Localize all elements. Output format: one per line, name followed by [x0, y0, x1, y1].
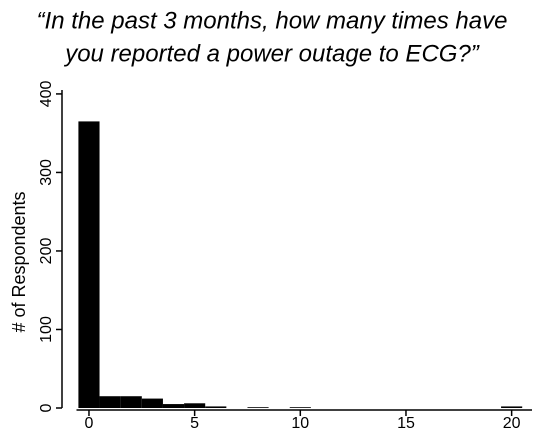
y-tick-label: 300: [38, 159, 55, 186]
bar: [162, 404, 185, 408]
bar: [289, 407, 311, 408]
y-tick-label: 0: [38, 403, 55, 412]
bar: [141, 398, 163, 408]
y-tick-label: 100: [38, 316, 55, 343]
bar: [501, 406, 523, 408]
y-tick-label: 400: [38, 80, 55, 107]
x-tick-label: 5: [190, 415, 199, 431]
y-axis-label: # of Respondents: [9, 191, 29, 332]
y-tick-label: 200: [38, 238, 55, 265]
bar: [120, 396, 142, 408]
x-tick-label: 20: [503, 415, 521, 431]
bar: [184, 403, 206, 408]
bar: [247, 407, 269, 408]
chart-title: you reported a power outage to ECG?”: [63, 40, 480, 67]
x-tick-label: 0: [85, 415, 94, 431]
bar: [99, 396, 121, 408]
bar: [205, 406, 227, 408]
x-tick-label: 10: [291, 415, 309, 431]
chart-title: “In the past 3 months, how many times ha…: [37, 7, 508, 34]
x-tick-label: 15: [397, 415, 415, 431]
bar: [78, 121, 100, 408]
